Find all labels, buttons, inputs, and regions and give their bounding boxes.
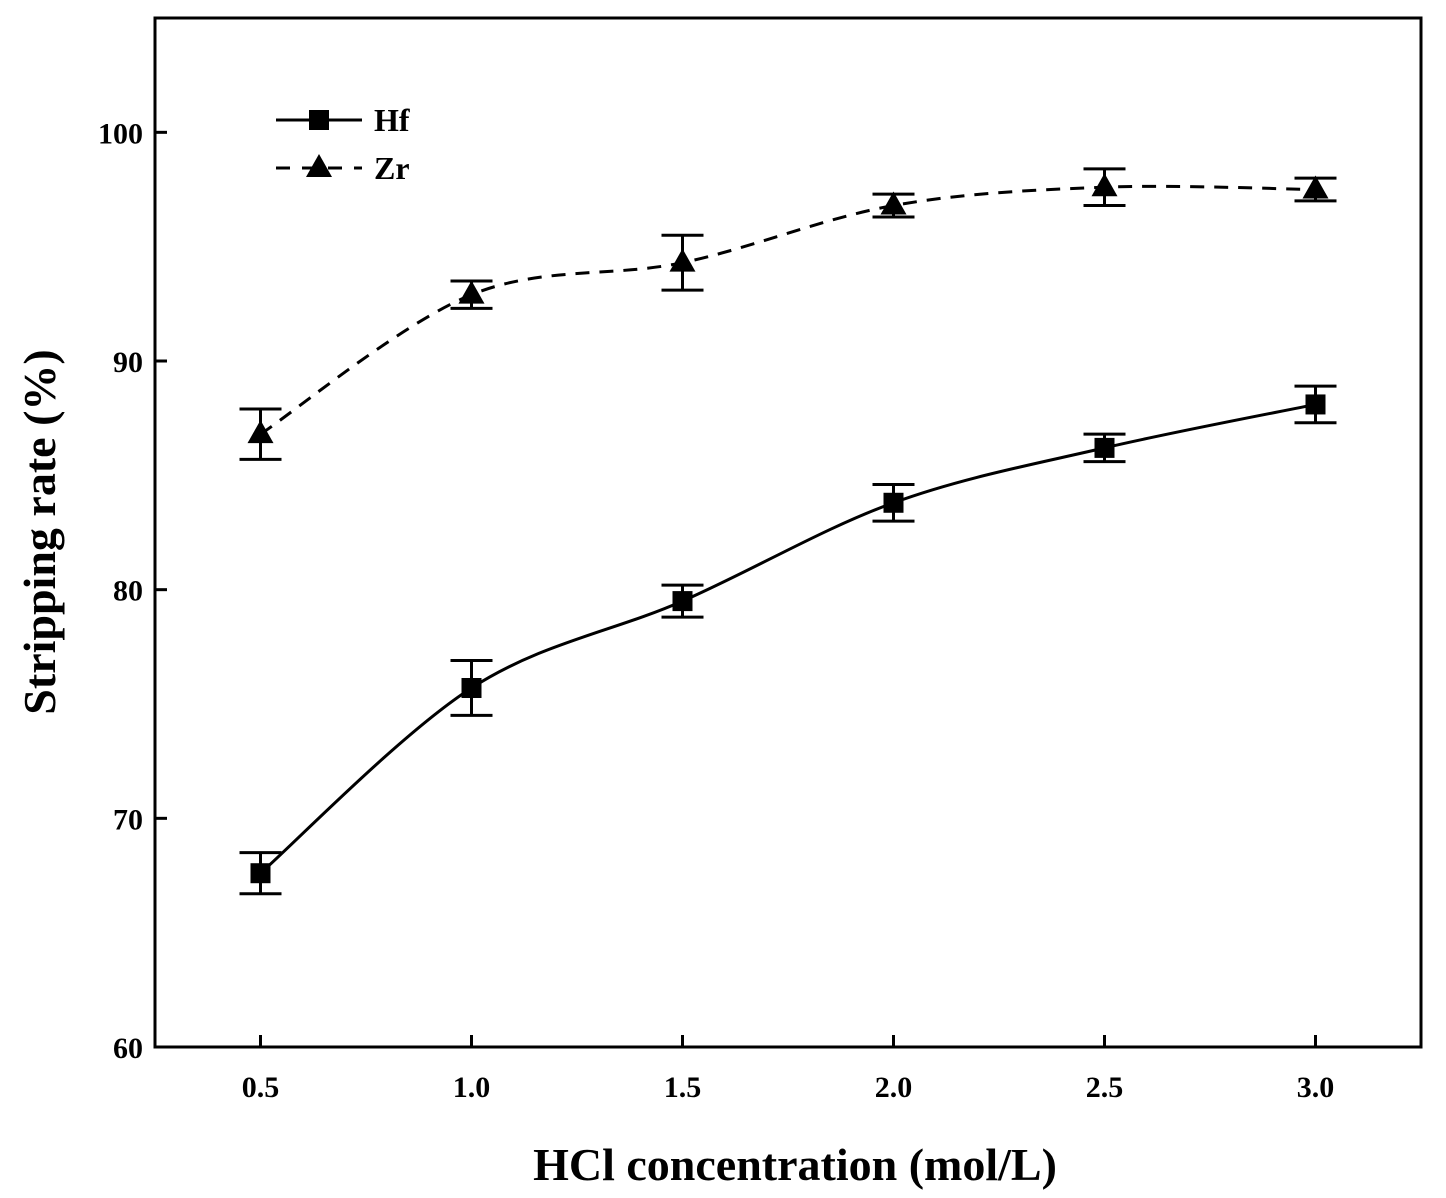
- x-axis-title: HCl concentration (mol/L): [533, 1139, 1057, 1190]
- x-tick-label: 1.0: [453, 1071, 491, 1104]
- x-tick-label: 1.5: [664, 1071, 702, 1104]
- legend-zr-marker: [306, 154, 332, 177]
- series-zr-point: [669, 248, 696, 272]
- y-tick-label: 90: [113, 346, 143, 379]
- series-hf-point: [672, 591, 693, 612]
- y-tick-label: 100: [98, 117, 143, 150]
- y-axis: 60 70 80 90 100: [98, 117, 167, 1065]
- series-hf-point: [883, 492, 904, 513]
- series-zr-point: [247, 420, 274, 444]
- series-zr-point: [1302, 175, 1329, 199]
- y-axis-title: Stripping rate (%): [14, 349, 65, 714]
- x-axis: 0.5 1.0 1.5 2.0 2.5 3.0: [242, 1035, 1335, 1104]
- legend-hf-label: Hf: [374, 102, 410, 138]
- series-zr-point: [458, 280, 485, 304]
- series-zr: [239, 167, 1337, 461]
- x-tick-label: 2.5: [1086, 1071, 1124, 1104]
- series-zr-line: [259, 184, 1316, 436]
- y-tick-label: 60: [113, 1032, 143, 1065]
- series-hf-point: [1305, 394, 1326, 415]
- series-layer: [239, 167, 1337, 896]
- legend: Hf Zr: [276, 102, 410, 186]
- series-hf-point: [1094, 437, 1115, 458]
- series-hf: [239, 384, 1337, 896]
- series-zr-point: [880, 191, 907, 215]
- legend-zr-label: Zr: [374, 150, 410, 186]
- y-tick-label: 80: [113, 575, 143, 608]
- series-hf-line: [259, 402, 1316, 875]
- y-tick-label: 70: [113, 803, 143, 836]
- series-zr-point: [1091, 173, 1118, 197]
- x-tick-label: 0.5: [242, 1071, 280, 1104]
- x-tick-label: 3.0: [1297, 1071, 1335, 1104]
- plot-frame: [153, 16, 1423, 1049]
- x-tick-label: 2.0: [875, 1071, 913, 1104]
- series-hf-point: [250, 863, 271, 884]
- legend-hf-marker: [309, 110, 329, 130]
- series-hf-point: [461, 677, 482, 698]
